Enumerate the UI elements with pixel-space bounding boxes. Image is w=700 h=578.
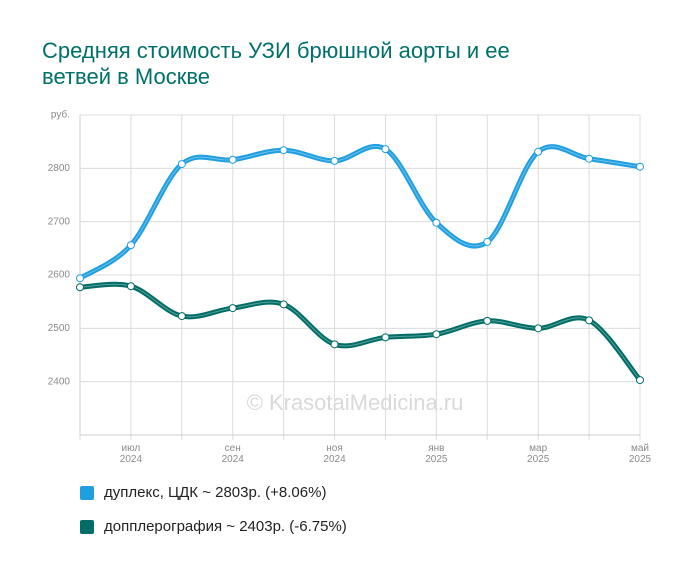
- watermark: © KrasotaiMedicina.ru: [247, 390, 464, 415]
- x-tick-label: мар 2025: [527, 443, 550, 465]
- y-tick-label: 2400: [48, 376, 71, 387]
- point: [177, 160, 186, 169]
- point: [585, 154, 594, 163]
- point: [381, 145, 390, 154]
- x-tick-label: сен 2024: [221, 443, 244, 465]
- legend-label: дуплекс, ЦДК ~ 2803р. (+8.06%): [104, 484, 327, 501]
- point: [126, 241, 135, 250]
- y-tick-label: 2700: [48, 216, 71, 227]
- point: [636, 376, 644, 385]
- point: [177, 312, 186, 321]
- point: [534, 147, 543, 156]
- x-tick-label: ноя 2024: [323, 443, 346, 465]
- series-line-highlight: [79, 145, 641, 279]
- legend-swatch: [80, 519, 94, 534]
- legend-label: допплерография ~ 2403р. (-6.75%): [104, 518, 347, 535]
- series-line: [77, 143, 643, 281]
- point: [432, 218, 441, 227]
- point: [279, 300, 288, 309]
- x-tick-label: янв 2025: [425, 443, 448, 465]
- point: [330, 340, 339, 349]
- point: [432, 330, 441, 339]
- point: [585, 316, 594, 325]
- point: [534, 324, 543, 333]
- point: [636, 162, 644, 171]
- y-tick-label: 2500: [48, 323, 71, 334]
- point: [279, 146, 288, 155]
- y-tick-label: 2600: [48, 270, 71, 281]
- series-line: [77, 281, 643, 383]
- point: [483, 316, 492, 325]
- legend-entry: допплерография ~ 2403р. (-6.75%): [80, 518, 347, 535]
- point: [76, 274, 84, 283]
- point: [126, 282, 135, 291]
- point: [228, 155, 237, 164]
- point: [330, 156, 339, 165]
- legend-entry: дуплекс, ЦДК ~ 2803р. (+8.06%): [80, 484, 326, 501]
- x-tick-label: июл 2024: [119, 443, 143, 465]
- point: [483, 237, 492, 246]
- y-tick-label: 2800: [48, 163, 71, 174]
- x-tick-label: май 2025: [628, 443, 652, 465]
- series-line-highlight: [79, 283, 641, 381]
- y-tick-label: руб.: [51, 109, 70, 121]
- chart-title: Средняя стоимость УЗИ брюшной аорты и ее…: [42, 38, 510, 89]
- point: [76, 283, 84, 292]
- point: [228, 304, 237, 313]
- legend-swatch: [80, 485, 94, 500]
- point: [381, 333, 390, 342]
